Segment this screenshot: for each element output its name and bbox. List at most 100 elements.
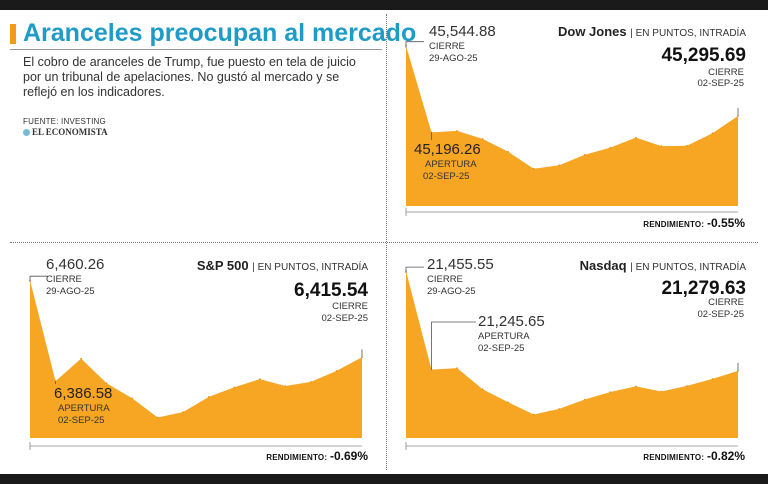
sp500-title: S&P 500	[196, 258, 249, 273]
nasdaq-data-point	[558, 408, 560, 410]
nasdaq-prev-close-value: 21,455.55	[427, 256, 494, 273]
title-accent-mark	[10, 24, 16, 44]
sp500-plot	[29, 275, 363, 450]
chart-dow-jones: Dow Jones | EN PUNTOS, INTRADÍA 45,295.6…	[398, 14, 758, 234]
nasdaq-data-point	[609, 391, 612, 393]
nasdaq-data-point	[711, 378, 714, 380]
nasdaq-open-leader	[431, 321, 476, 370]
sp500-performance-label: RENDIMIENTO:	[266, 453, 328, 462]
nasdaq-area-series	[406, 271, 738, 438]
dow-jones-prev-close-value: 45,544.88	[429, 23, 496, 40]
dow-jones-performance: RENDIMIENTO: -0.55%	[643, 216, 745, 230]
sp500-performance: RENDIMIENTO: -0.69%	[266, 449, 368, 463]
sp500-open-label: APERTURA	[58, 403, 110, 414]
nasdaq-performance-value: -0.82%	[706, 449, 745, 463]
sp500-prev-close-leader	[29, 275, 48, 283]
nasdaq-title: Nasdaq	[579, 258, 627, 273]
nasdaq-data-point	[532, 413, 535, 416]
sp500-prev-close-label: CIERRE	[46, 274, 82, 285]
horizontal-divider	[10, 242, 758, 243]
dow-jones-plot	[405, 41, 739, 216]
title-rule	[10, 49, 382, 50]
dow-jones-open-label: APERTURA	[425, 159, 477, 170]
sp500-data-point	[105, 382, 108, 384]
sp500-performance-value: -0.69%	[329, 449, 368, 463]
sp500-prev-close-date: 29-AGO-25	[46, 286, 95, 297]
sp500-data-point	[208, 396, 210, 398]
sp500-data-point	[156, 416, 159, 419]
dow-jones-prev-close-label: CIERRE	[429, 41, 465, 52]
nasdaq-prev-close-date: 29-AGO-25	[427, 286, 476, 297]
dow-jones-performance-label: RENDIMIENTO:	[643, 220, 705, 229]
sp500-data-point	[310, 381, 312, 383]
dow-jones-data-point	[481, 138, 484, 140]
dow-jones-close-date: 02-SEP-25	[697, 78, 744, 89]
bottom-frame-bar	[0, 474, 768, 484]
nasdaq-data-point	[584, 398, 586, 401]
brand-name: EL ECONOMISTA	[32, 127, 108, 137]
nasdaq-data-point	[686, 385, 688, 387]
sp500-area-series	[30, 280, 362, 438]
dow-jones-data-point	[558, 164, 560, 166]
dow-jones-data-point	[507, 151, 509, 153]
nasdaq-close-label: CIERRE	[708, 297, 744, 308]
dow-jones-open-date: 02-SEP-25	[423, 171, 470, 182]
chart-sp500: S&P 500 | EN PUNTOS, INTRADÍA 6,415.54 C…	[22, 250, 378, 466]
nasdaq-performance: RENDIMIENTO: -0.82%	[643, 449, 745, 463]
nasdaq-prev-close-leader	[405, 266, 424, 274]
vertical-divider	[386, 14, 387, 470]
top-frame-bar	[0, 0, 768, 10]
dow-jones-close-value: 45,295.69	[661, 45, 746, 66]
nasdaq-data-point	[481, 388, 484, 390]
dow-jones-data-point	[660, 145, 663, 147]
sp500-data-point	[335, 370, 338, 372]
dow-jones-prev-close-date: 29-AGO-25	[429, 53, 478, 64]
nasdaq-data-point	[456, 367, 458, 369]
dow-jones-open-value: 45,196.26	[414, 141, 481, 158]
dow-jones-data-point	[686, 145, 688, 147]
sp500-close-label: CIERRE	[332, 301, 368, 312]
nasdaq-unit: | EN PUNTOS, INTRADÍA	[630, 262, 746, 273]
sp500-close-date: 02-SEP-25	[321, 313, 368, 324]
dow-jones-area-series	[406, 45, 738, 207]
dow-jones-data-point	[584, 154, 586, 156]
nasdaq-open-label: APERTURA	[478, 331, 530, 342]
sp500-data-point	[80, 357, 82, 360]
brand-label: EL ECONOMISTA	[23, 127, 108, 137]
nasdaq-plot	[405, 266, 739, 450]
sp500-unit: | EN PUNTOS, INTRADÍA	[252, 262, 368, 273]
sp500-data-point	[233, 386, 236, 389]
nasdaq-header: Nasdaq | EN PUNTOS, INTRADÍA	[580, 258, 746, 273]
source-label: FUENTE: INVESTING	[23, 117, 106, 126]
sp500-close-value: 6,415.54	[294, 280, 368, 301]
nasdaq-close-date: 02-SEP-25	[697, 309, 744, 320]
nasdaq-close-value: 21,279.63	[661, 278, 746, 299]
nasdaq-performance-label: RENDIMIENTO:	[643, 453, 705, 462]
dow-jones-data-point	[635, 136, 637, 139]
nasdaq-data-point	[635, 385, 637, 388]
dow-jones-data-point	[609, 146, 612, 149]
sp500-open-date: 02-SEP-25	[58, 415, 105, 426]
dow-jones-header: Dow Jones | EN PUNTOS, INTRADÍA	[558, 24, 746, 39]
sp500-header: S&P 500 | EN PUNTOS, INTRADÍA	[197, 258, 368, 273]
nasdaq-data-point	[660, 390, 663, 393]
dow-jones-performance-value: -0.55%	[706, 216, 745, 230]
page-title: Aranceles preocupan al mercado	[23, 19, 417, 47]
nasdaq-data-point	[507, 401, 509, 404]
sp500-data-point	[182, 411, 184, 413]
sp500-data-point	[284, 385, 287, 387]
sp500-prev-close-value: 6,460.26	[46, 256, 105, 273]
dow-jones-data-point	[711, 132, 714, 134]
dow-jones-prev-close-leader	[405, 41, 424, 48]
nasdaq-open-value: 21,245.65	[478, 313, 545, 330]
dow-jones-data-point	[456, 130, 458, 132]
brand-logo-icon	[23, 129, 30, 136]
dow-jones-data-point	[532, 167, 535, 170]
dow-jones-unit: | EN PUNTOS, INTRADÍA	[630, 28, 746, 39]
nasdaq-open-date: 02-SEP-25	[478, 343, 525, 354]
sp500-data-point	[259, 378, 261, 380]
dow-jones-close-label: CIERRE	[708, 67, 744, 78]
sp500-open-value: 6,386.58	[54, 385, 113, 402]
sp500-data-point	[131, 397, 133, 400]
dow-jones-title: Dow Jones	[557, 24, 627, 39]
